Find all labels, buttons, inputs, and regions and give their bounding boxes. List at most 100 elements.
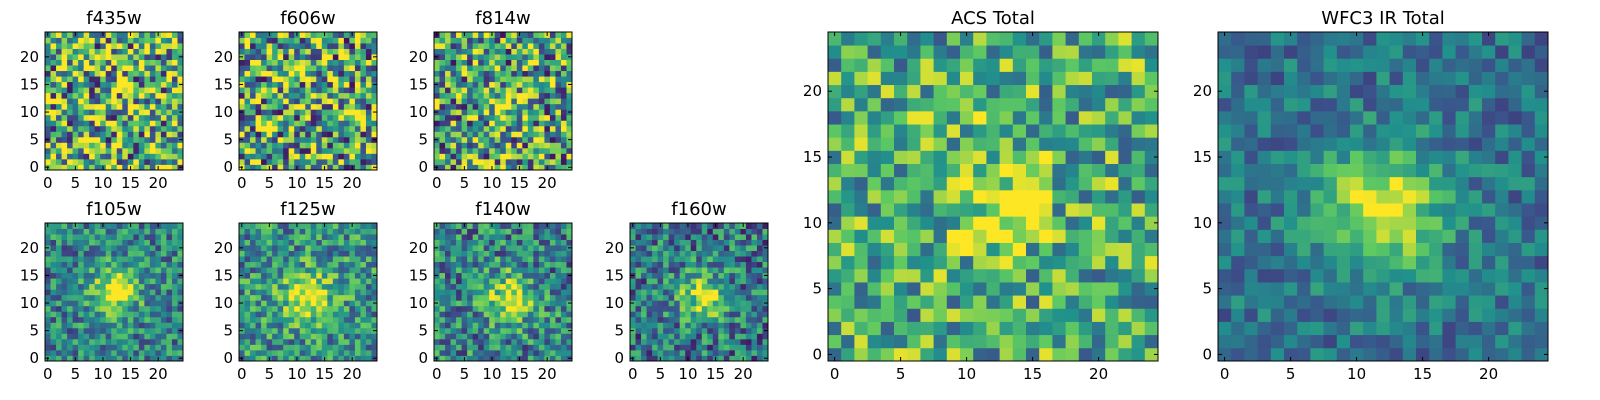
heatmap-cell — [445, 261, 451, 268]
heatmap-cell — [538, 37, 545, 44]
heatmap-cell — [133, 239, 140, 246]
heatmap-cell — [880, 334, 895, 349]
heatmap-cell — [321, 245, 328, 251]
heatmap-cell — [1052, 268, 1066, 283]
heatmap-cell — [94, 267, 101, 274]
heatmap-cell — [712, 283, 719, 290]
x-tick-label: 5 — [71, 365, 81, 383]
heatmap-cell — [89, 114, 96, 121]
y-tick-label: 0 — [418, 158, 428, 176]
heatmap-cell — [549, 125, 556, 132]
heatmap-cell — [478, 37, 485, 44]
heatmap-cell — [155, 92, 162, 99]
heatmap-cell — [544, 65, 551, 72]
heatmap-cell — [500, 164, 507, 171]
heatmap-cell — [511, 311, 518, 318]
heatmap-cell — [327, 81, 334, 88]
heatmap-cell — [445, 54, 451, 60]
heatmap-cell — [762, 349, 769, 356]
heatmap-cell — [277, 245, 284, 251]
heatmap-cell — [641, 333, 647, 340]
heatmap-cell — [349, 272, 356, 279]
x-tick-label: 20 — [538, 365, 557, 383]
heatmap-cell — [239, 289, 245, 296]
heatmap-cell — [250, 81, 256, 88]
heatmap-cell — [472, 59, 479, 66]
heatmap-cell — [483, 147, 490, 154]
heatmap-cell — [299, 125, 306, 132]
heatmap-cell — [690, 283, 697, 290]
heatmap-cell — [960, 282, 974, 296]
heatmap-cell — [456, 70, 462, 77]
heatmap-cell — [72, 234, 79, 240]
heatmap-cell — [133, 289, 140, 296]
heatmap-cell — [500, 114, 507, 121]
heatmap-cell — [338, 289, 345, 296]
heatmap-cell — [116, 103, 123, 110]
heatmap-cell — [272, 37, 279, 44]
heatmap-cell — [122, 283, 129, 290]
heatmap-cell — [478, 294, 485, 301]
heatmap-cell — [439, 147, 446, 154]
heatmap-cell — [288, 70, 295, 77]
heatmap-cell — [83, 48, 90, 55]
heatmap-cell — [756, 228, 763, 235]
heatmap-cell — [116, 349, 123, 356]
heatmap-cell — [696, 349, 703, 356]
heatmap-cell — [854, 216, 868, 230]
heatmap-cell — [745, 234, 752, 240]
heatmap-cell — [461, 76, 468, 83]
heatmap-cell — [310, 136, 317, 143]
heatmap-cell — [272, 103, 279, 110]
axes-frame — [629, 222, 769, 362]
heatmap-cell — [494, 142, 501, 149]
heatmap-cell — [105, 120, 112, 127]
heatmap-cell — [434, 349, 440, 356]
heatmap-cell — [56, 333, 62, 340]
heatmap-cell — [434, 103, 440, 110]
heatmap-cell — [127, 267, 134, 274]
heatmap-cell — [67, 294, 73, 301]
heatmap-cell — [472, 54, 479, 60]
heatmap-cell — [1105, 216, 1119, 230]
heatmap-cell — [111, 158, 118, 165]
heatmap-cell — [439, 164, 446, 171]
heatmap-cell — [321, 136, 328, 143]
heatmap-cell — [61, 333, 68, 340]
heatmap-cell — [549, 311, 556, 318]
heatmap-cell — [456, 300, 462, 307]
heatmap-cell — [718, 355, 725, 362]
heatmap-cell — [960, 347, 974, 362]
heatmap-cell — [371, 103, 378, 110]
heatmap-cell — [461, 267, 468, 274]
heatmap-cell — [67, 114, 73, 121]
heatmap-cell — [343, 278, 350, 285]
heatmap-cell — [1078, 255, 1093, 270]
heatmap-cell — [122, 327, 129, 334]
heatmap-cell — [277, 87, 284, 94]
heatmap-cell — [729, 245, 736, 251]
heatmap-cell — [116, 43, 123, 49]
heatmap-cell — [160, 223, 167, 229]
heatmap-cell — [516, 267, 523, 274]
heatmap-cell — [316, 125, 323, 132]
heatmap-cell — [679, 267, 686, 274]
heatmap-cell — [266, 239, 273, 246]
heatmap-cell — [1052, 203, 1066, 217]
heatmap-cell — [244, 158, 251, 165]
heatmap-cell — [494, 311, 501, 318]
heatmap-cell — [560, 234, 567, 240]
heatmap-cell — [478, 136, 485, 143]
heatmap-cell — [494, 316, 501, 323]
heatmap-cell — [171, 239, 178, 246]
heatmap-cell — [61, 54, 68, 60]
heatmap-cell — [674, 344, 681, 351]
heatmap-cell — [478, 322, 485, 329]
heatmap-cell — [67, 234, 73, 240]
heatmap-cell — [701, 289, 708, 296]
heatmap-cell — [354, 70, 361, 77]
heatmap-cell — [522, 114, 529, 121]
heatmap-cell — [294, 98, 301, 105]
